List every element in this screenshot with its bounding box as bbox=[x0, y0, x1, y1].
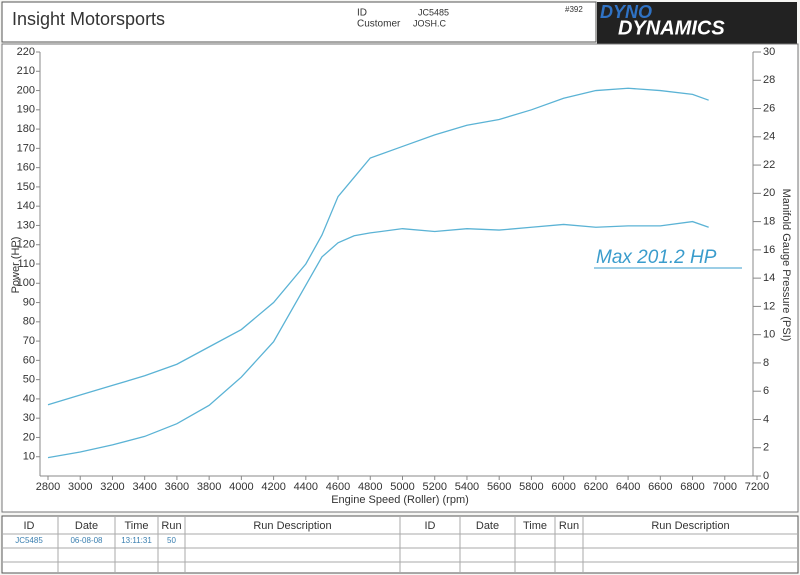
logo-top: DYNO bbox=[600, 2, 652, 22]
y-tick-label: 30 bbox=[23, 412, 35, 424]
x-tick-label: 4200 bbox=[261, 481, 285, 493]
id-label: ID bbox=[357, 8, 367, 19]
x-tick-label: 5000 bbox=[390, 481, 414, 493]
y-tick-label: 50 bbox=[23, 374, 35, 386]
company: Insight Motorsports bbox=[12, 9, 165, 29]
logo-bottom: DYNAMICS bbox=[618, 17, 725, 39]
x-tick-label: 6800 bbox=[680, 481, 704, 493]
series-line bbox=[47, 220, 709, 459]
y2-tick-label: 0 bbox=[763, 470, 769, 482]
table-cell: 13:11:31 bbox=[121, 536, 152, 545]
y-tick-label: 70 bbox=[23, 335, 35, 347]
table-cell: 06-08-08 bbox=[70, 536, 103, 545]
x-tick-label: 3400 bbox=[132, 481, 156, 493]
x-tick-label: 5600 bbox=[487, 481, 511, 493]
y-tick-label: 40 bbox=[23, 393, 35, 405]
y2-tick-label: 4 bbox=[763, 413, 769, 425]
series-line bbox=[47, 87, 709, 406]
x-axis-label: Engine Speed (Roller) (rpm) bbox=[331, 494, 469, 506]
table-header: Time bbox=[124, 520, 148, 532]
x-tick-label: 6400 bbox=[616, 481, 640, 493]
y-tick-label: 140 bbox=[17, 200, 35, 212]
x-tick-label: 6000 bbox=[551, 481, 575, 493]
y2-tick-label: 2 bbox=[763, 442, 769, 454]
x-tick-label: 5200 bbox=[422, 481, 446, 493]
y-tick-label: 220 bbox=[17, 46, 35, 58]
x-tick-label: 3000 bbox=[68, 481, 92, 493]
y-tick-label: 150 bbox=[17, 181, 35, 193]
y-tick-label: 80 bbox=[23, 316, 35, 328]
y-axis-label: Power (HP) bbox=[10, 237, 22, 294]
x-tick-label: 6200 bbox=[584, 481, 608, 493]
y-tick-label: 130 bbox=[17, 219, 35, 231]
y-tick-label: 160 bbox=[17, 162, 35, 174]
table-header: ID bbox=[24, 520, 35, 532]
x-tick-label: 5800 bbox=[519, 481, 543, 493]
table-header: ID bbox=[425, 520, 436, 532]
y2-tick-label: 14 bbox=[763, 272, 775, 284]
y-tick-label: 90 bbox=[23, 296, 35, 308]
y-tick-label: 120 bbox=[17, 239, 35, 251]
y-tick-label: 170 bbox=[17, 142, 35, 154]
chart-frame bbox=[1, 43, 799, 513]
sheet-number: #392 bbox=[565, 5, 583, 14]
y2-tick-label: 20 bbox=[763, 187, 775, 199]
y-tick-label: 60 bbox=[23, 354, 35, 366]
y-tick-label: 10 bbox=[23, 451, 35, 463]
id-value: JC5485 bbox=[418, 7, 449, 17]
y-tick-label: 110 bbox=[17, 258, 35, 270]
x-tick-label: 6600 bbox=[648, 481, 672, 493]
table-header: Time bbox=[523, 520, 547, 532]
y2-tick-label: 8 bbox=[763, 357, 769, 369]
customer-value: JOSH.C bbox=[413, 18, 447, 28]
y-tick-label: 190 bbox=[17, 104, 35, 116]
x-tick-label: 2800 bbox=[36, 481, 60, 493]
y2-tick-label: 24 bbox=[763, 131, 775, 143]
y2-tick-label: 28 bbox=[763, 74, 775, 86]
y-tick-label: 210 bbox=[17, 65, 35, 77]
y2-tick-label: 6 bbox=[763, 385, 769, 397]
table-header: Date bbox=[75, 520, 98, 532]
y2-tick-label: 22 bbox=[763, 159, 775, 171]
logo bbox=[597, 2, 797, 44]
y-tick-label: 100 bbox=[17, 277, 35, 289]
x-tick-label: 7000 bbox=[713, 481, 737, 493]
y2-tick-label: 18 bbox=[763, 216, 775, 228]
y2-tick-label: 12 bbox=[763, 300, 775, 312]
table-header: Date bbox=[476, 520, 499, 532]
table-header: Run bbox=[559, 520, 579, 532]
table-header: Run bbox=[161, 520, 181, 532]
y2-tick-label: 10 bbox=[763, 329, 775, 341]
x-tick-label: 7200 bbox=[745, 481, 769, 493]
annotation: Max 201.2 HP bbox=[596, 247, 717, 268]
table-header: Run Description bbox=[253, 520, 331, 532]
x-tick-label: 4600 bbox=[326, 481, 350, 493]
x-tick-label: 4000 bbox=[229, 481, 253, 493]
x-tick-label: 3800 bbox=[197, 481, 221, 493]
y-tick-label: 180 bbox=[17, 123, 35, 135]
x-tick-label: 4800 bbox=[358, 481, 382, 493]
customer-label: Customer bbox=[357, 19, 401, 30]
y2-tick-label: 16 bbox=[763, 244, 775, 256]
x-tick-label: 5400 bbox=[455, 481, 479, 493]
y2-axis-label: Manifold Gauge Pressure (PSI) bbox=[780, 189, 792, 342]
table-cell: 50 bbox=[167, 536, 176, 545]
x-tick-label: 3600 bbox=[165, 481, 189, 493]
y2-tick-label: 26 bbox=[763, 102, 775, 114]
x-tick-label: 4400 bbox=[294, 481, 318, 493]
x-tick-label: 3200 bbox=[100, 481, 124, 493]
y2-tick-label: 30 bbox=[763, 46, 775, 58]
table-cell: JC5485 bbox=[15, 536, 43, 545]
header-box bbox=[1, 1, 597, 43]
y-tick-label: 20 bbox=[23, 431, 35, 443]
y-tick-label: 200 bbox=[17, 84, 35, 96]
table-header: Run Description bbox=[651, 520, 729, 532]
